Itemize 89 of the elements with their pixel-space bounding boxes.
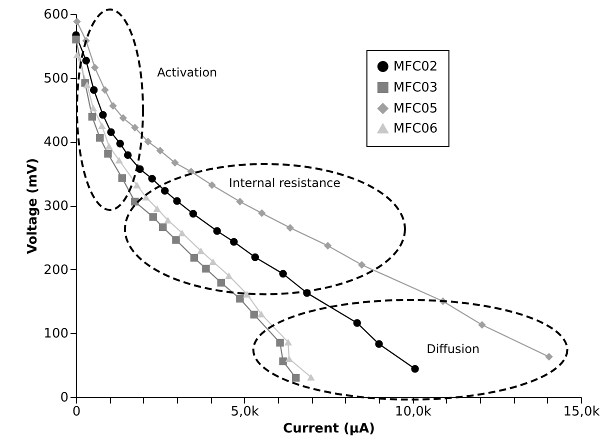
y-tick-label: 0 [60,390,68,406]
x-axis-title: Current (µA) [283,422,375,436]
point [250,310,258,319]
point [115,156,123,164]
point [148,174,156,183]
point [133,182,141,188]
y-tick-label: 200 [44,262,68,278]
annotation: Activation [157,66,218,80]
point [358,260,366,269]
point [243,290,251,298]
legend-label: MFC03 [393,80,438,96]
point [72,36,80,44]
legend-label: MFC06 [393,122,438,136]
point [131,198,139,206]
point [202,264,210,273]
point [88,112,96,121]
point [96,134,104,142]
point [153,205,162,212]
point [73,18,81,26]
point [156,146,164,154]
point [307,374,315,381]
point [149,213,157,221]
point [208,181,216,189]
point [158,223,167,232]
point [545,352,553,361]
point [178,230,186,236]
y-tick-label: 300 [44,199,68,214]
point [173,197,181,205]
point [104,150,112,158]
point [224,272,233,280]
point [236,198,244,206]
point [324,242,332,250]
point [124,151,132,159]
point [411,365,419,373]
point [171,158,179,167]
point [98,122,106,130]
point [189,210,198,218]
point [209,258,217,266]
point [190,254,198,262]
point [118,174,126,182]
point [90,86,98,94]
point [236,294,244,303]
point [292,374,300,382]
point [375,340,383,348]
point [105,142,113,150]
point [119,114,128,122]
point [109,102,117,110]
y-tick-label: 100 [44,326,68,342]
point [197,247,205,254]
y-axis-title: Voltage (mV) [26,158,41,254]
x-tick-label: 0 [72,404,81,420]
point [172,236,180,244]
point [101,86,109,94]
point [116,140,124,148]
point [99,110,107,119]
point [73,52,81,58]
point [161,186,169,195]
annotation: Internal resistance [228,176,341,190]
point [144,138,152,146]
point [230,238,238,246]
point [279,357,287,366]
point [82,56,90,64]
point [89,104,98,112]
point [285,355,293,362]
point [164,216,172,224]
point [276,338,284,347]
x-tick-label: 5,0k [230,404,260,420]
y-tick-label: 400 [44,135,68,150]
y-tick-label: 600 [44,8,68,22]
point [131,124,139,132]
point [251,253,259,262]
point [213,227,221,235]
y-tick-label: 500 [44,71,68,86]
point [217,278,225,287]
point [257,310,266,318]
x-tick-label: 10,0k [394,404,432,420]
annotation: Diffusion [426,342,480,356]
point [90,64,99,72]
point [107,128,115,136]
x-tick-label: 15,0k [563,404,600,420]
point [284,338,292,346]
legend-label: MFC02 [393,60,438,74]
legend-label: MFC05 [393,102,438,116]
point [258,209,266,218]
point [353,319,361,327]
point [286,224,294,232]
point [478,320,486,329]
point [279,270,287,278]
point [83,82,91,88]
